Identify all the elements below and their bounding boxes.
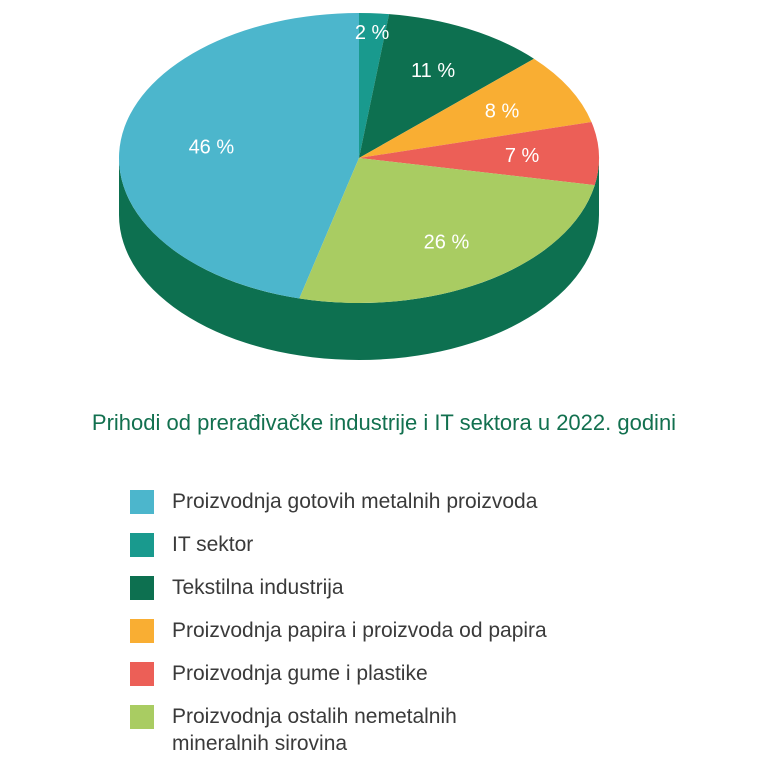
legend-label: Proizvodnja gotovih metalnih proizvoda xyxy=(172,490,538,513)
pie-chart: 46 % 2 % 11 % 8 % 7 % 26 % xyxy=(119,13,599,360)
legend-label-line1: Proizvodnja ostalih nemetalnih xyxy=(172,705,457,728)
legend-item: Proizvodnja papira i proizvoda od papira xyxy=(130,617,730,660)
pie-slice xyxy=(119,13,359,299)
legend-label: Proizvodnja papira i proizvoda od papira xyxy=(172,619,547,642)
legend-label-line2: mineralnih sirovina xyxy=(172,732,348,755)
legend-label: Proizvodnja gume i plastike xyxy=(172,662,428,685)
legend-swatch xyxy=(130,662,154,686)
slice-value-label: 7 % xyxy=(505,145,540,167)
legend-label: Proizvodnja ostalih nemetalnih mineralnih… xyxy=(172,703,457,757)
legend-label: IT sektor xyxy=(172,533,254,556)
chart-title: Prihodi od prerađivačke industrije i IT … xyxy=(91,410,677,435)
legend-swatch xyxy=(130,533,154,557)
pie-slice xyxy=(359,14,534,158)
pie-slice xyxy=(359,13,390,158)
legend-item: Proizvodnja gotovih metalnih proizvoda xyxy=(130,488,730,531)
legend-swatch xyxy=(130,619,154,643)
legend-item: Proizvodnja gume i plastike xyxy=(130,660,730,703)
slice-value-label: 26 % xyxy=(424,231,470,253)
slice-value-label: 46 % xyxy=(189,137,235,159)
legend-item: Proizvodnja ostalih nemetalnih mineralnih… xyxy=(130,703,730,767)
legend-swatch xyxy=(130,576,154,600)
pie-top xyxy=(119,13,599,303)
legend: Proizvodnja gotovih metalnih proizvoda I… xyxy=(130,488,730,767)
pie-slice xyxy=(359,121,599,186)
pie-slice xyxy=(299,158,595,303)
slice-value-label: 11 % xyxy=(411,60,455,82)
legend-label: Tekstilna industrija xyxy=(172,576,344,599)
legend-item: Tekstilna industrija xyxy=(130,574,730,617)
legend-swatch xyxy=(130,490,154,514)
slice-value-label: 2 % xyxy=(355,22,390,44)
legend-swatch xyxy=(130,705,154,729)
pie-slice xyxy=(359,58,592,158)
pie-side xyxy=(119,158,599,360)
pie-side-wall xyxy=(119,158,599,360)
pie-labels: 46 % 2 % 11 % 8 % 7 % 26 % xyxy=(189,22,540,253)
legend-item: IT sektor xyxy=(130,531,730,574)
slice-value-label: 8 % xyxy=(485,100,520,122)
